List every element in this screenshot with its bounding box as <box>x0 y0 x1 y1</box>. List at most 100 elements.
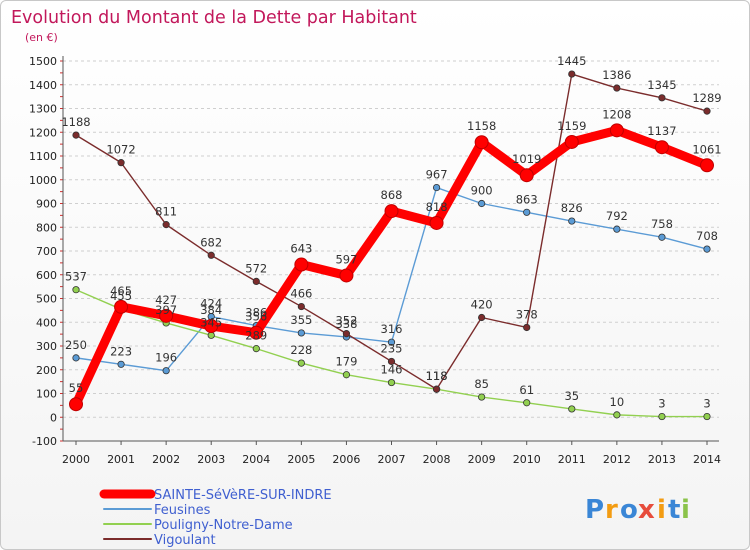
x-tick-label: 2001 <box>107 453 135 466</box>
data-point <box>613 411 621 419</box>
y-tick-label: 1400 <box>29 79 57 92</box>
data-point <box>613 225 621 233</box>
series-0 <box>69 123 714 412</box>
chart-title: Evolution du Montant de la Dette par Hab… <box>11 8 417 28</box>
data-point <box>523 399 531 407</box>
data-point <box>162 221 170 229</box>
data-label: 61 <box>519 383 534 397</box>
data-point <box>297 359 305 367</box>
data-point <box>654 140 669 155</box>
data-point <box>474 135 489 150</box>
y-tick-label: 100 <box>36 388 57 401</box>
data-label: 1019 <box>512 152 541 166</box>
data-point <box>252 345 260 353</box>
data-point <box>162 367 170 375</box>
data-label: 818 <box>426 200 448 214</box>
data-label: 455 <box>110 289 132 303</box>
data-label: 643 <box>290 242 312 256</box>
y-tick-label: 500 <box>36 293 57 306</box>
data-point <box>613 84 621 92</box>
data-point <box>478 313 486 322</box>
data-label: 811 <box>155 205 177 219</box>
series-1 <box>72 183 711 375</box>
data-point <box>519 168 534 183</box>
data-point <box>564 134 579 149</box>
data-label: 1289 <box>692 91 721 105</box>
y-tick-label: 900 <box>36 198 57 211</box>
data-point <box>114 299 129 314</box>
logo-letter: o <box>620 495 638 525</box>
x-tick-label: 2011 <box>558 453 586 466</box>
data-label: 1072 <box>106 143 135 157</box>
data-point <box>342 330 351 338</box>
data-label: 118 <box>426 369 448 383</box>
data-label: 338 <box>335 317 357 331</box>
data-label: 196 <box>155 351 177 365</box>
data-label: 826 <box>561 201 583 215</box>
y-tick-label: 600 <box>36 269 57 282</box>
data-label: 427 <box>155 293 177 307</box>
data-label: 250 <box>65 338 87 352</box>
data-point <box>72 286 80 294</box>
data-label: 967 <box>426 168 448 182</box>
y-tick-label: 1300 <box>29 103 57 116</box>
x-tick-label: 2000 <box>62 453 90 466</box>
chart-subtitle: (en €) <box>25 31 58 44</box>
data-point <box>387 357 396 366</box>
data-point <box>703 245 711 253</box>
data-point <box>297 302 305 311</box>
x-tick-label: 2009 <box>468 453 496 466</box>
logo-letter: P <box>585 495 604 525</box>
data-label: 85 <box>474 377 489 391</box>
data-label: 708 <box>696 229 718 243</box>
series-group <box>69 70 714 421</box>
y-tick-label: 300 <box>36 340 57 353</box>
series-2 <box>72 286 711 421</box>
data-label: 424 <box>200 297 222 311</box>
data-point <box>478 199 486 208</box>
data-point <box>294 257 309 272</box>
y-tick-label: 0 <box>50 411 57 424</box>
data-label: 3 <box>703 397 710 411</box>
y-tick-label: 1100 <box>29 150 57 163</box>
y-tick-label: 400 <box>36 316 57 329</box>
data-point <box>207 331 215 339</box>
data-point <box>339 268 354 283</box>
data-label: 384 <box>200 303 222 317</box>
data-label: 179 <box>335 355 357 369</box>
data-point <box>703 412 711 421</box>
legend-label: Feusines <box>154 503 211 518</box>
x-tick-label: 2010 <box>513 453 541 466</box>
data-label: 1445 <box>557 54 586 68</box>
y-tick-label: 1500 <box>29 55 57 68</box>
data-point <box>658 412 666 421</box>
data-point <box>117 360 125 368</box>
data-point <box>387 378 396 387</box>
x-tick-label: 2002 <box>152 453 180 466</box>
data-point <box>609 123 624 138</box>
data-point <box>204 319 219 334</box>
data-label: 386 <box>245 306 267 320</box>
data-point <box>207 251 215 259</box>
x-tick-label: 2008 <box>423 453 451 466</box>
data-point <box>429 215 444 230</box>
data-label: 537 <box>65 270 87 284</box>
y-tick-label: -100 <box>32 435 57 448</box>
data-label: 1208 <box>602 107 631 121</box>
x-tick-label: 2005 <box>287 453 315 466</box>
y-tick-label: 800 <box>36 221 57 234</box>
data-point <box>159 308 174 323</box>
data-point <box>72 131 80 139</box>
data-point <box>249 325 264 340</box>
data-label: 597 <box>335 252 357 266</box>
data-label: 355 <box>290 313 312 327</box>
data-label: 223 <box>110 344 132 358</box>
data-point <box>658 94 666 102</box>
data-label: 1159 <box>557 119 586 133</box>
data-label: 235 <box>381 341 403 355</box>
data-point <box>568 405 576 413</box>
data-label: 420 <box>471 298 493 312</box>
data-label: 316 <box>381 322 403 336</box>
